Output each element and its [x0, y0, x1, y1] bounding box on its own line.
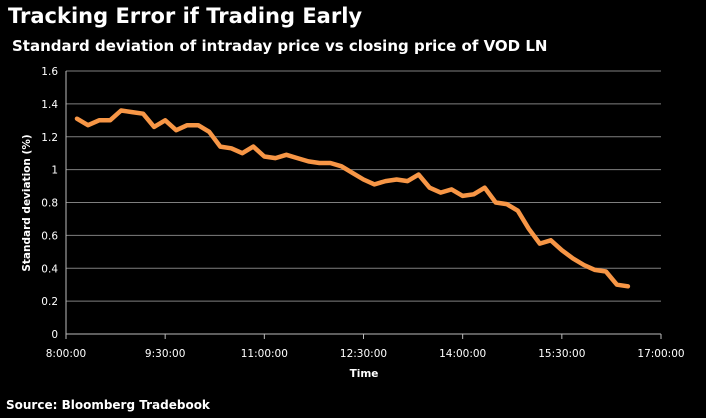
series-line [74, 108, 631, 289]
x-tick-label: 12:30:00 [340, 348, 387, 360]
y-tick-label: 1.2 [41, 132, 58, 144]
chart-title: Tracking Error if Trading Early [8, 4, 363, 28]
y-tick-label: 0.4 [41, 263, 58, 275]
y-tick-label: 0.8 [41, 198, 58, 210]
x-axis-label: Time [350, 368, 379, 380]
x-tick-label: 8:00:00 [46, 348, 86, 360]
y-tick-label: 0 [51, 329, 58, 341]
y-tick-label: 1.6 [41, 66, 58, 78]
x-tick-label: 14:00:00 [439, 348, 486, 360]
y-axis-label: Standard deviation (%) [21, 134, 33, 271]
y-tick-label: 0.6 [41, 230, 58, 242]
x-tick-label: 9:30:00 [145, 348, 185, 360]
y-tick-label: 0.2 [41, 296, 58, 308]
y-tick-label: 1.4 [41, 99, 58, 111]
y-tick-label: 1 [51, 165, 58, 177]
x-tick-label: 15:30:00 [538, 348, 585, 360]
x-tick-label: 11:00:00 [241, 348, 288, 360]
chart-subtitle: Standard deviation of intraday price vs … [12, 37, 548, 55]
source-note: Source: Bloomberg Tradebook [6, 398, 210, 412]
x-tick-label: 17:00:00 [637, 348, 684, 360]
